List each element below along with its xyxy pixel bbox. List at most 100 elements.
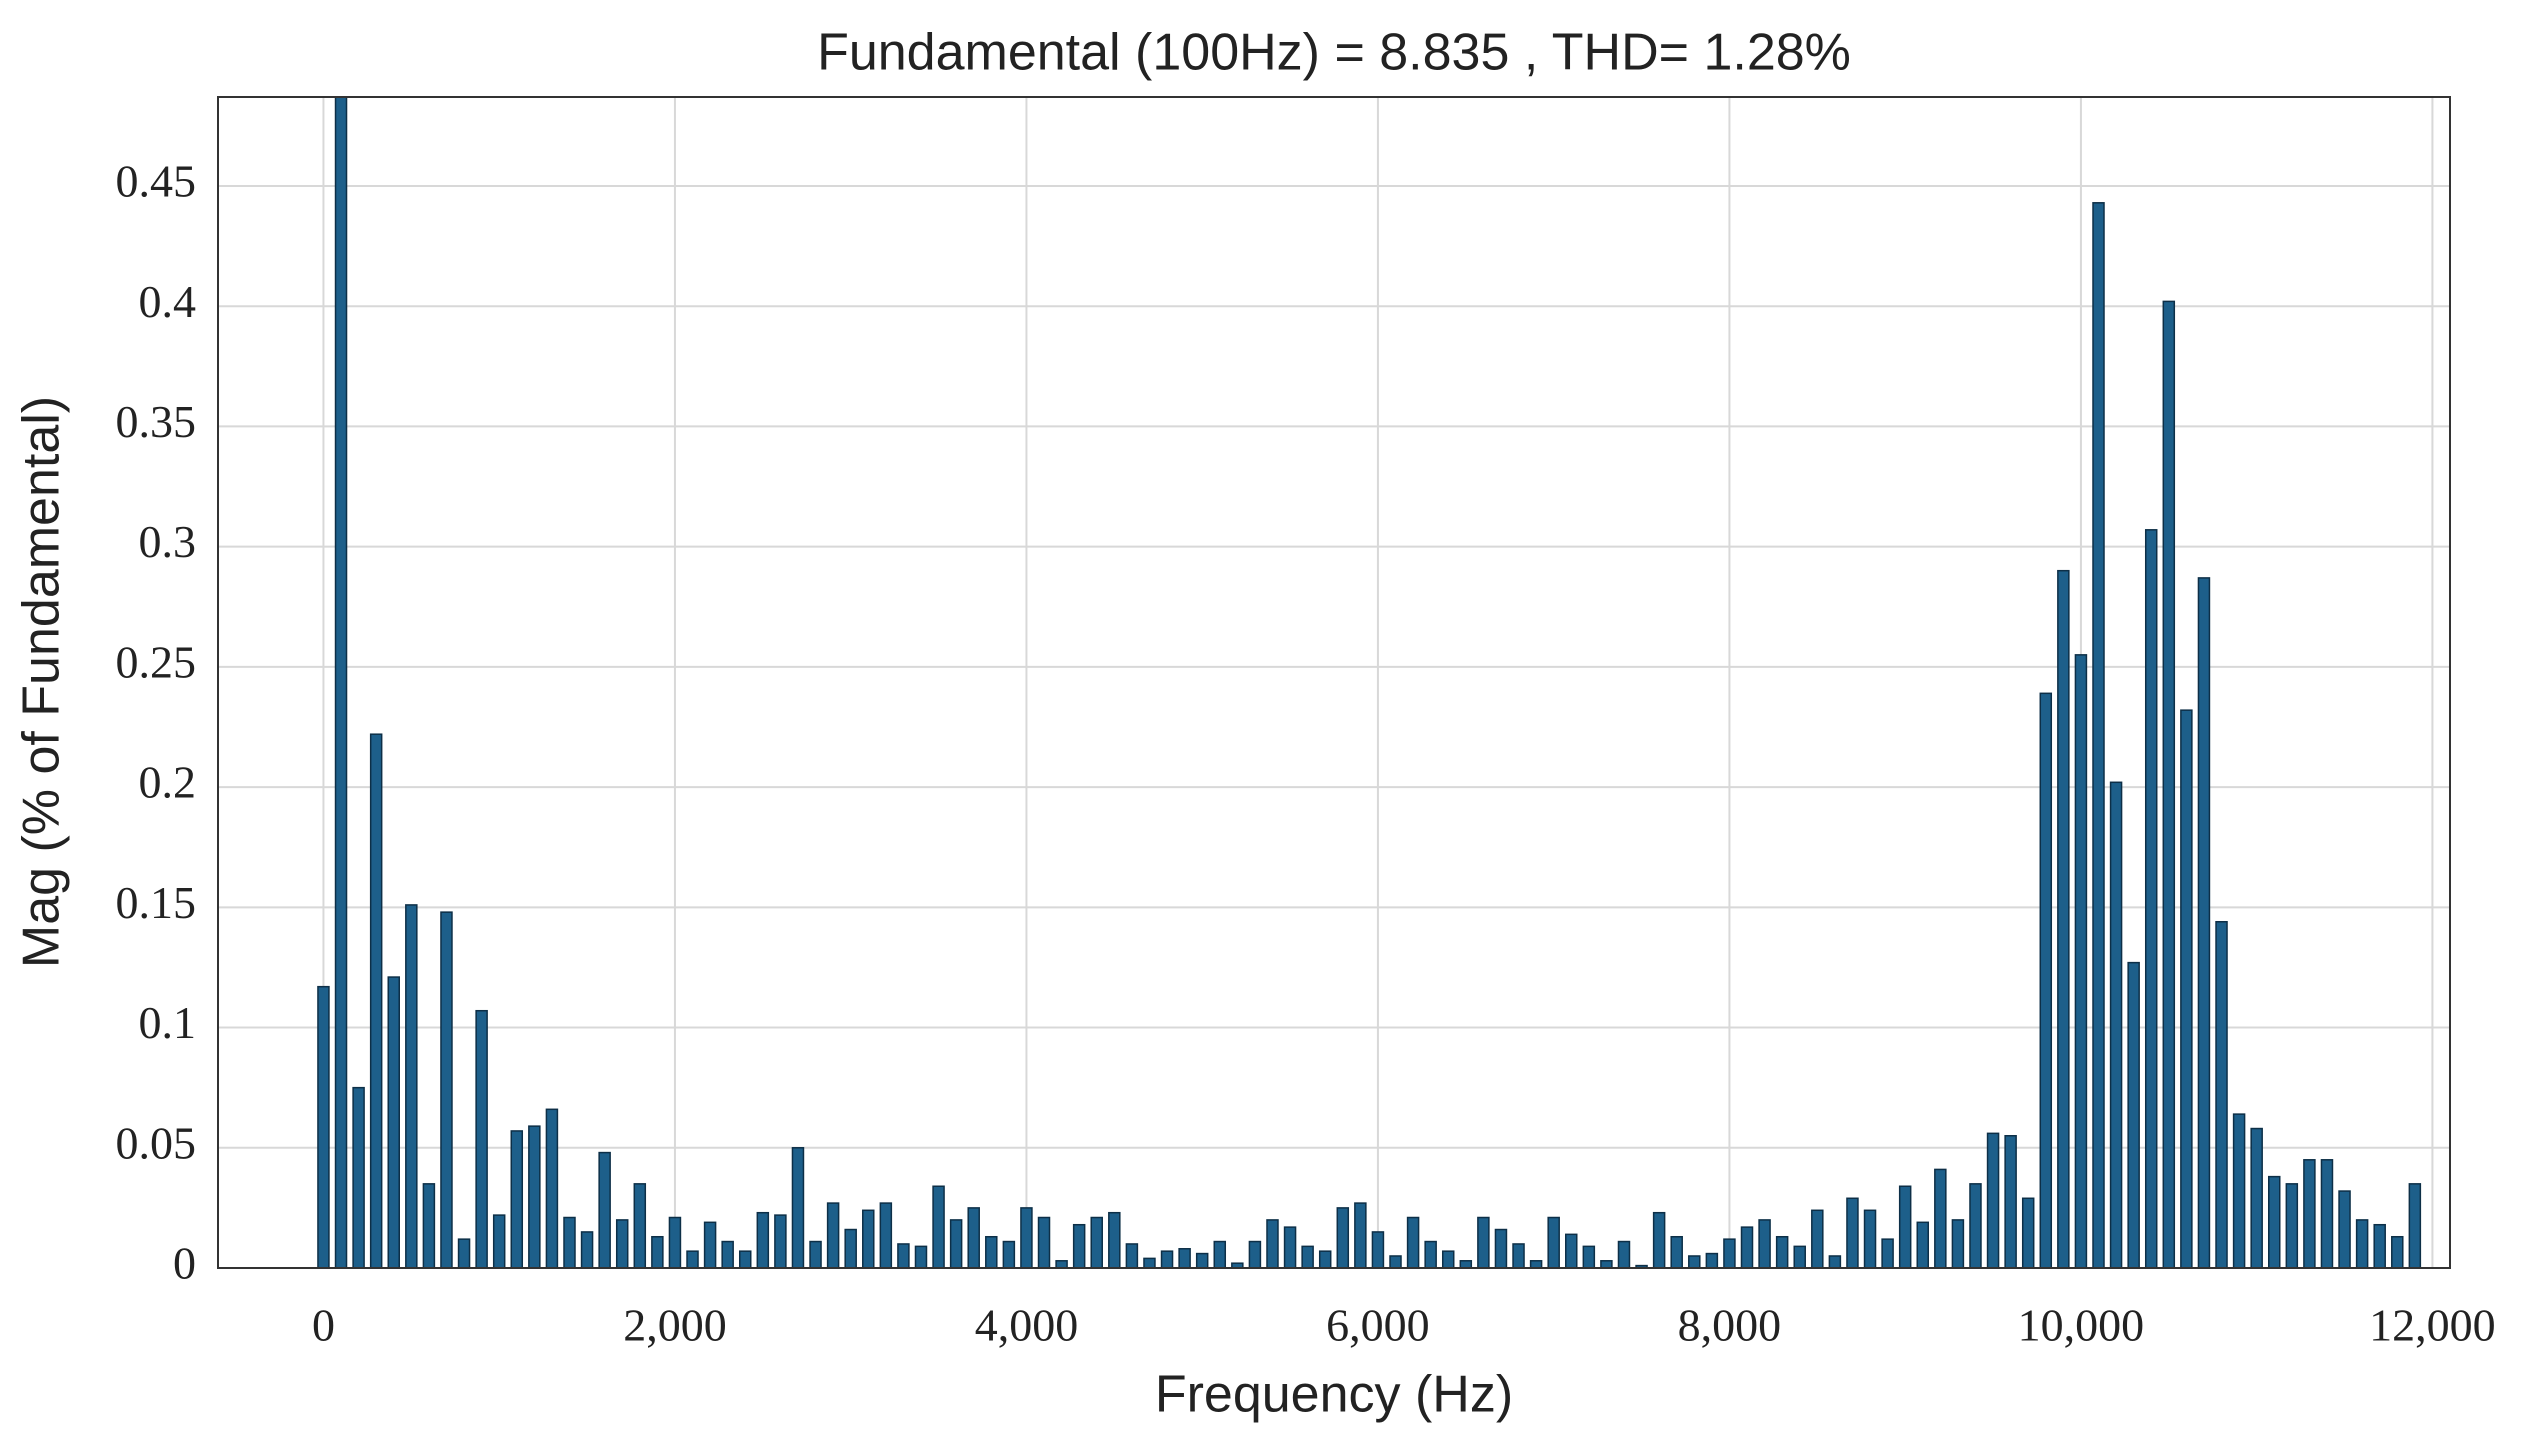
y-axis-label: Mag (% of Fundamental): [13, 396, 71, 968]
bar: [1863, 1209, 1877, 1268]
bar: [1723, 1238, 1736, 1268]
bar: [2215, 920, 2228, 1268]
bar: [1143, 1257, 1156, 1268]
bar: [1512, 1243, 1525, 1268]
bar: [738, 1250, 752, 1268]
bar: [1652, 1211, 1666, 1268]
bar: [1037, 1216, 1051, 1268]
bar: [1758, 1219, 1771, 1268]
bar: [2004, 1135, 2017, 1268]
x-tick-label: 0: [312, 1300, 335, 1351]
bar: [826, 1202, 840, 1268]
bar: [1775, 1235, 1789, 1268]
bar: [1160, 1250, 1174, 1268]
bar: [1459, 1260, 1473, 1268]
labels: 0 0.05 0.1 0.15 0.2 0.25 0.3 0.35 0.4 0.45 0 2,000 4…: [116, 156, 2496, 1351]
bar: [1354, 1202, 1367, 1268]
bar: [1547, 1216, 1560, 1268]
y-tick-label: 0.4: [139, 276, 197, 327]
bar: [528, 1125, 541, 1268]
x-tick-label: 4,000: [975, 1300, 1079, 1351]
bar: [1072, 1223, 1086, 1268]
bar: [2408, 1183, 2422, 1268]
y-tick-label: 0.45: [116, 156, 197, 207]
x-tick-label: 8,000: [1678, 1300, 1782, 1351]
plot-frame: [217, 96, 2451, 1269]
bar: [1740, 1226, 1754, 1268]
bar: [1688, 1255, 1701, 1268]
bar: [932, 1185, 945, 1268]
bar: [317, 985, 330, 1268]
bar: [1916, 1221, 1930, 1268]
bar: [721, 1240, 734, 1268]
bar: [1002, 1240, 1016, 1268]
bars: [317, 97, 2422, 1268]
bar: [1986, 1132, 2000, 1268]
x-axis-label: Frequency (Hz): [1155, 1366, 1513, 1424]
bar: [387, 976, 400, 1268]
bar: [2074, 654, 2088, 1268]
bar: [1705, 1252, 1719, 1268]
bar: [422, 1183, 436, 1268]
bar: [2092, 202, 2105, 1268]
bar: [1617, 1240, 1631, 1268]
bar: [809, 1240, 822, 1268]
bar: [949, 1219, 963, 1268]
bar: [1125, 1243, 1139, 1268]
bar: [985, 1235, 998, 1268]
bar: [2232, 1113, 2246, 1268]
chart-title: Fundamental (100Hz) = 8.835 , THD= 1.28%: [817, 24, 1851, 82]
x-tick-label: 12,000: [2369, 1300, 2496, 1351]
bar: [668, 1216, 682, 1268]
bar: [440, 911, 453, 1268]
bar: [967, 1207, 980, 1268]
bar: [1108, 1211, 1121, 1268]
bar: [791, 1147, 805, 1268]
bar: [457, 1238, 471, 1268]
bar: [1178, 1248, 1191, 1268]
y-tick-label: 0.3: [139, 516, 197, 567]
bar: [2268, 1175, 2281, 1268]
bar: [545, 1108, 559, 1268]
bar: [1670, 1235, 1683, 1268]
bar: [1846, 1197, 1859, 1268]
bar: [844, 1228, 857, 1268]
bar: [1881, 1238, 1894, 1268]
bar: [1213, 1240, 1227, 1268]
y-tick-label: 0.1: [139, 997, 197, 1048]
bar: [1477, 1216, 1490, 1268]
bar: [2109, 781, 2123, 1268]
bar: [2039, 692, 2053, 1268]
bar: [1301, 1245, 1314, 1268]
y-tick-label: 0.25: [116, 636, 197, 687]
bar: [369, 733, 383, 1268]
bar: [897, 1243, 910, 1268]
bar: [2285, 1183, 2299, 1268]
bar: [703, 1221, 717, 1268]
bar: [334, 97, 348, 1268]
x-tick-label: 10,000: [2018, 1300, 2145, 1351]
bar: [1318, 1250, 1332, 1268]
bar: [352, 1086, 365, 1268]
bar: [1934, 1168, 1947, 1268]
bar: [686, 1250, 699, 1268]
bar: [2355, 1219, 2369, 1268]
bar: [510, 1130, 524, 1268]
y-tick-label: 0.15: [116, 877, 197, 928]
y-tick-label: 0: [173, 1238, 196, 1289]
bar: [1020, 1207, 1033, 1268]
x-tick-label: 6,000: [1326, 1300, 1430, 1351]
bar: [2057, 569, 2070, 1268]
bar: [1793, 1245, 1806, 1268]
bar: [879, 1202, 893, 1268]
bar: [862, 1209, 875, 1268]
bar: [1195, 1252, 1209, 1268]
bar: [2162, 300, 2176, 1268]
bar: [2127, 961, 2140, 1268]
bar: [1582, 1245, 1596, 1268]
bar: [2320, 1159, 2334, 1268]
bar: [1055, 1260, 1068, 1268]
bar: [1283, 1226, 1297, 1268]
